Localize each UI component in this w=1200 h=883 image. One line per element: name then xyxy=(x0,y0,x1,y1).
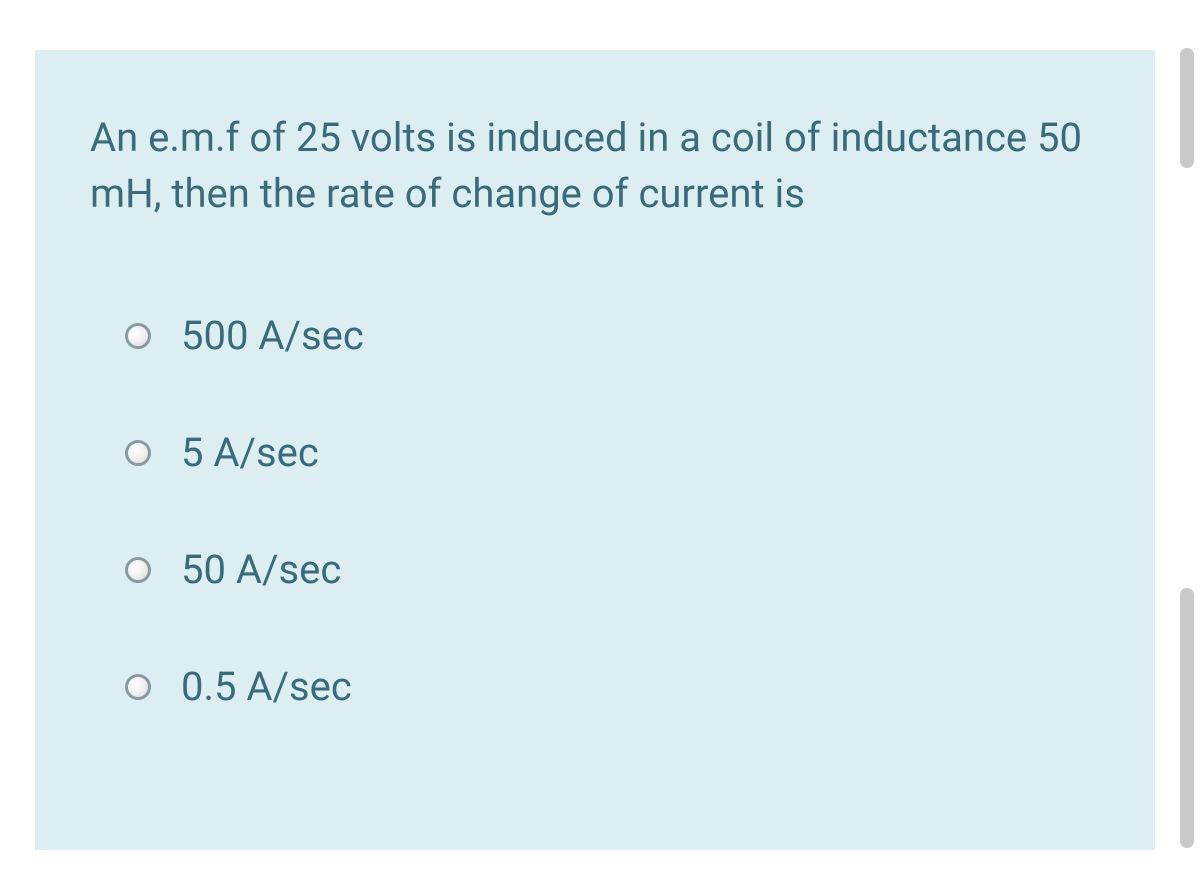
radio-button[interactable] xyxy=(125,440,151,466)
question-text: An e.m.f of 25 volts is induced in a coi… xyxy=(90,110,1100,222)
option-label: 0.5 A/sec xyxy=(181,663,352,710)
option-label: 50 A/sec xyxy=(181,546,341,593)
radio-button[interactable] xyxy=(125,557,151,583)
option-label: 5 A/sec xyxy=(181,429,319,476)
question-card: An e.m.f of 25 volts is induced in a coi… xyxy=(35,50,1155,850)
option-row[interactable]: 500 A/sec xyxy=(125,312,1100,359)
option-row[interactable]: 5 A/sec xyxy=(125,429,1100,476)
scrollbar-thumb[interactable] xyxy=(1180,48,1194,168)
scrollbar-thumb[interactable] xyxy=(1180,588,1194,848)
radio-button[interactable] xyxy=(125,674,151,700)
scrollbar-track[interactable] xyxy=(1180,48,1194,848)
radio-button[interactable] xyxy=(125,323,151,349)
option-row[interactable]: 0.5 A/sec xyxy=(125,663,1100,710)
options-list: 500 A/sec 5 A/sec 50 A/sec 0.5 A/sec xyxy=(90,312,1100,710)
option-label: 500 A/sec xyxy=(181,312,364,359)
option-row[interactable]: 50 A/sec xyxy=(125,546,1100,593)
